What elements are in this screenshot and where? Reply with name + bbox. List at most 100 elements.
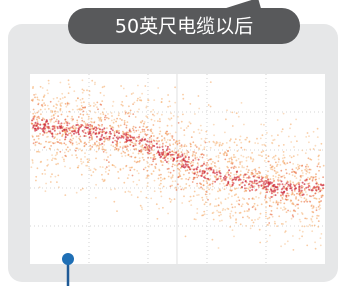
signal-dot: [235, 179, 237, 181]
signal-dot: [174, 102, 176, 104]
signal-dot: [269, 235, 271, 237]
signal-dot: [162, 161, 164, 163]
signal-dot: [99, 120, 101, 122]
signal-dot: [55, 155, 57, 157]
signal-dot: [60, 82, 62, 84]
signal-dot: [135, 143, 137, 145]
signal-dot: [318, 206, 320, 208]
signal-dot: [112, 141, 114, 143]
signal-dot: [206, 182, 208, 184]
signal-dot: [229, 184, 231, 186]
signal-dot: [197, 164, 199, 166]
signal-dot: [188, 158, 190, 160]
signal-dot: [111, 112, 113, 114]
signal-dot: [161, 101, 163, 103]
signal-dot: [280, 176, 282, 178]
signal-dot: [194, 218, 196, 220]
signal-dot: [86, 89, 88, 91]
signal-dot: [220, 203, 222, 205]
signal-dot: [298, 188, 300, 190]
signal-dot: [290, 141, 292, 143]
signal-dot: [118, 125, 120, 127]
signal-dot: [159, 121, 161, 123]
signal-dot: [270, 214, 272, 216]
signal-dot: [278, 202, 280, 204]
signal-dot: [243, 167, 245, 169]
signal-dot: [207, 184, 209, 186]
signal-dot: [314, 225, 316, 227]
signal-dot: [101, 143, 103, 145]
signal-dot: [317, 136, 319, 138]
signal-dot: [147, 185, 149, 187]
signal-dot: [238, 166, 240, 168]
signal-dot: [55, 121, 57, 123]
signal-dot: [255, 170, 257, 172]
signal-dot: [35, 122, 37, 124]
signal-dot: [66, 124, 68, 126]
signal-dot: [103, 86, 105, 88]
signal-dot: [199, 148, 201, 150]
signal-dot: [129, 130, 131, 132]
signal-dot: [186, 127, 188, 129]
signal-dot: [266, 180, 268, 182]
signal-dot: [240, 174, 242, 176]
signal-dot: [266, 241, 268, 243]
signal-dot: [132, 175, 134, 177]
signal-dot: [297, 207, 299, 209]
signal-dot: [274, 167, 276, 169]
signal-dot: [153, 99, 155, 101]
signal-dot: [122, 168, 124, 170]
signal-dot: [105, 168, 107, 170]
signal-dot: [295, 167, 297, 169]
signal-dot: [60, 98, 62, 100]
signal-dot: [191, 136, 193, 138]
signal-dot: [32, 113, 34, 115]
signal-dot: [214, 165, 216, 167]
signal-dot: [243, 124, 245, 126]
signal-dot: [153, 135, 155, 137]
signal-dot: [201, 197, 203, 199]
signal-dot: [165, 132, 167, 134]
signal-dot: [127, 113, 129, 115]
signal-dot: [61, 114, 63, 116]
signal-dot: [252, 198, 254, 200]
signal-dot: [299, 238, 301, 240]
signal-dot: [158, 208, 160, 210]
signal-dot: [229, 158, 231, 160]
signal-dot: [84, 152, 86, 154]
signal-dot: [225, 118, 227, 120]
signal-dot: [283, 144, 285, 146]
signal-dot: [138, 143, 140, 145]
signal-dot: [301, 150, 303, 152]
signal-dot: [270, 196, 272, 198]
signal-dot: [61, 93, 63, 95]
signal-dot: [63, 160, 65, 162]
signal-dot: [96, 151, 98, 153]
signal-dot: [52, 128, 54, 130]
signal-dot: [87, 124, 89, 126]
signal-dot: [266, 188, 268, 190]
signal-dot: [172, 174, 174, 176]
signal-dot: [315, 183, 317, 185]
signal-dot: [132, 92, 134, 94]
signal-dot: [137, 85, 139, 87]
signal-dot: [79, 136, 81, 138]
signal-dot: [258, 175, 260, 177]
signal-dot: [147, 146, 149, 148]
signal-dot: [35, 142, 37, 144]
signal-dot: [234, 166, 236, 168]
signal-dot: [95, 158, 97, 160]
signal-dot: [311, 225, 313, 227]
signal-dot: [238, 116, 240, 118]
signal-dot: [171, 137, 173, 139]
signal-dot: [46, 126, 48, 128]
signal-dot: [136, 170, 138, 172]
signal-dot: [241, 161, 243, 163]
signal-dot: [69, 167, 71, 169]
signal-dot: [197, 172, 199, 174]
signal-dot: [318, 209, 320, 211]
signal-dot: [133, 145, 135, 147]
signal-dot: [284, 184, 286, 186]
signal-dot: [106, 117, 108, 119]
signal-dot: [235, 222, 237, 224]
